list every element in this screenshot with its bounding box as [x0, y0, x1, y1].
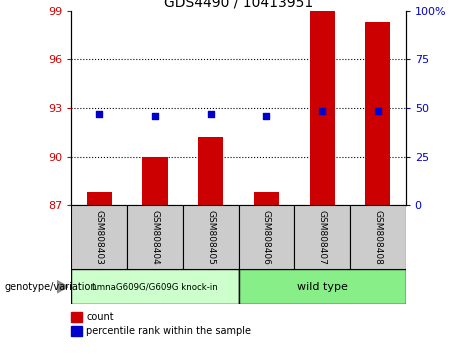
Text: LmnaG609G/G609G knock-in: LmnaG609G/G609G knock-in: [92, 282, 218, 291]
Title: GDS4490 / 10413951: GDS4490 / 10413951: [164, 0, 313, 10]
Point: [319, 108, 326, 114]
Bar: [198, 137, 223, 205]
Bar: [127, 205, 183, 269]
Bar: [71, 326, 82, 336]
Bar: [350, 205, 406, 269]
Bar: [183, 205, 238, 269]
Point: [151, 113, 159, 119]
Bar: [71, 205, 127, 269]
Point: [263, 113, 270, 119]
Text: GSM808406: GSM808406: [262, 210, 271, 265]
Text: count: count: [86, 312, 114, 322]
Bar: [238, 205, 294, 269]
Bar: [365, 22, 390, 205]
Text: GSM808403: GSM808403: [95, 210, 104, 265]
Text: GSM808405: GSM808405: [206, 210, 215, 265]
Text: genotype/variation: genotype/variation: [5, 282, 97, 292]
Bar: [254, 192, 279, 205]
Bar: [71, 269, 239, 304]
Text: GSM808408: GSM808408: [373, 210, 382, 265]
Text: wild type: wild type: [297, 282, 348, 292]
Bar: [142, 156, 167, 205]
Text: GSM808407: GSM808407: [318, 210, 327, 265]
Polygon shape: [57, 280, 68, 293]
Point: [374, 108, 382, 114]
Point: [95, 112, 103, 117]
Point: [207, 112, 214, 117]
Bar: [87, 192, 112, 205]
Bar: [294, 205, 350, 269]
Bar: [238, 269, 406, 304]
Text: GSM808404: GSM808404: [150, 210, 160, 265]
Text: percentile rank within the sample: percentile rank within the sample: [86, 326, 251, 336]
Bar: [310, 11, 335, 205]
Bar: [71, 312, 82, 322]
